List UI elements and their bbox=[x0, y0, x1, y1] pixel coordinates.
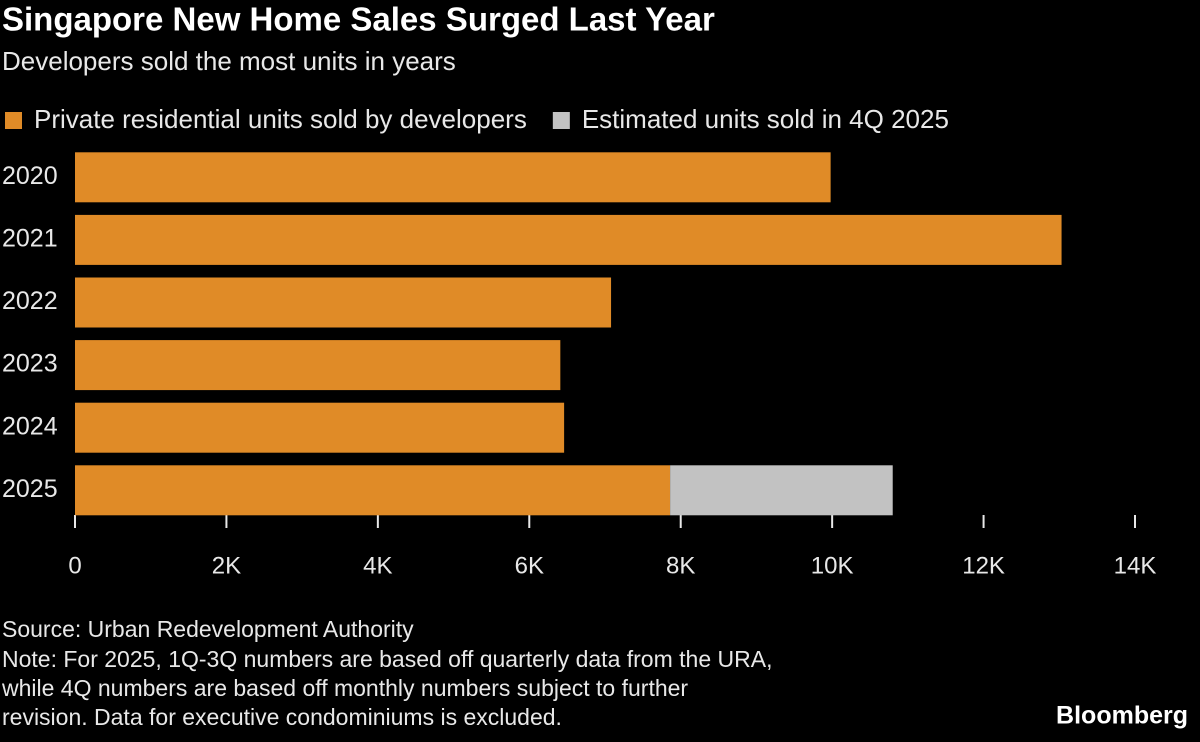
x-tick-label: 10K bbox=[811, 552, 854, 579]
legend-swatch bbox=[5, 112, 22, 129]
x-tick-label: 8K bbox=[666, 552, 695, 579]
y-tick-label: 2023 bbox=[2, 350, 58, 378]
note-line: while 4Q numbers are based off monthly n… bbox=[1, 675, 688, 701]
x-tick-label: 0 bbox=[68, 552, 81, 579]
legend-label: Estimated units sold in 4Q 2025 bbox=[582, 104, 949, 134]
source: Source: Urban Redevelopment Authority bbox=[2, 616, 414, 642]
y-tick-label: 2020 bbox=[2, 162, 58, 190]
bar-segment bbox=[75, 277, 612, 328]
bar-segment bbox=[75, 465, 671, 516]
note-line: revision. Data for executive condominium… bbox=[2, 704, 562, 730]
note-line: Note: For 2025, 1Q-3Q numbers are based … bbox=[2, 646, 772, 672]
y-tick-label: 2021 bbox=[2, 225, 58, 253]
bar-segment bbox=[75, 402, 565, 453]
bar-segment bbox=[75, 152, 831, 203]
y-tick-label: 2024 bbox=[2, 412, 58, 440]
bar-segment bbox=[75, 340, 561, 391]
x-tick-label: 14K bbox=[1114, 552, 1157, 579]
x-tick-label: 4K bbox=[363, 552, 392, 579]
bar-segment bbox=[75, 214, 1062, 265]
chart-subtitle: Developers sold the most units in years bbox=[2, 46, 456, 76]
chart-title: Singapore New Home Sales Surged Last Yea… bbox=[2, 1, 715, 38]
legend-label: Private residential units sold by develo… bbox=[34, 104, 527, 134]
y-tick-label: 2025 bbox=[2, 475, 58, 503]
legend-swatch bbox=[552, 112, 570, 129]
brand-logo: Bloomberg bbox=[1056, 702, 1188, 730]
y-tick-label: 2022 bbox=[2, 287, 58, 315]
bar-segment bbox=[670, 465, 893, 516]
x-tick-label: 12K bbox=[962, 552, 1005, 579]
x-tick-label: 2K bbox=[212, 552, 241, 579]
x-tick-label: 6K bbox=[515, 552, 544, 579]
